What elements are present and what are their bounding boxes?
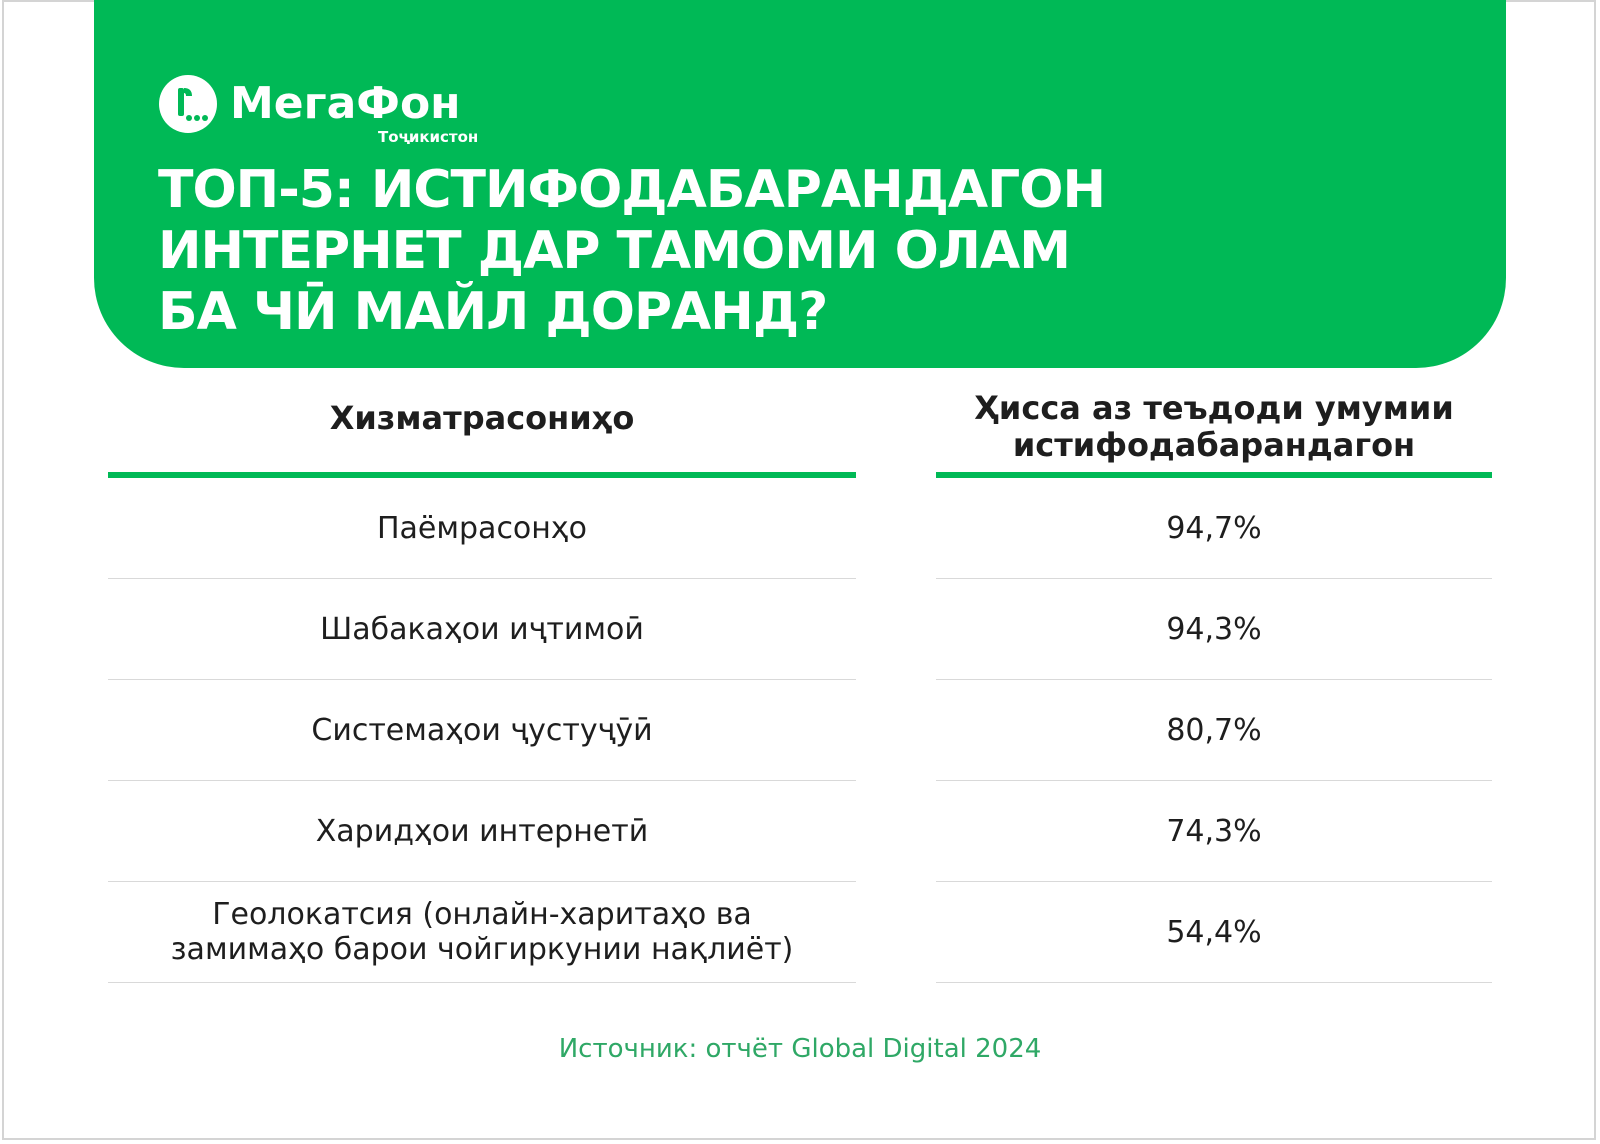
megafon-logo-icon	[159, 75, 217, 133]
page-title: ТОП-5: ИСТИФОДАБАРАНДАГОН ИНТЕРНЕТ ДАР Т…	[158, 160, 1458, 343]
title-line-1: ТОП-5: ИСТИФОДАБАРАНДАГОН	[158, 160, 1106, 220]
share-cell: 94,3%	[1166, 611, 1262, 647]
source-note: Источник: отчёт Global Digital 2024	[558, 1034, 1042, 1064]
service-cell: Харидҳои интернетӣ	[315, 813, 649, 849]
column-header-services: Хизматрасониҳо	[329, 399, 635, 437]
row-divider	[108, 578, 856, 579]
header-divider-right	[936, 472, 1492, 478]
title-line-2: ИНТЕРНЕТ ДАР ТАМОМИ ОЛАМ	[158, 221, 1071, 281]
row-divider	[936, 881, 1492, 882]
row-divider	[108, 982, 856, 983]
brand-name: МегаФон	[230, 78, 461, 129]
service-cell: Геолокатсия (онлайн-харитаҳо ва замимаҳо…	[170, 897, 794, 967]
share-cell: 54,4%	[1166, 914, 1262, 950]
table-row: Шабакаҳои иҷтимоӣ 94,3%	[0, 579, 1600, 680]
title-line-3: БА ЧӢ МАЙЛ ДОРАНД?	[158, 282, 828, 342]
row-divider	[108, 881, 856, 882]
row-divider	[936, 679, 1492, 680]
share-cell: 80,7%	[1166, 712, 1262, 748]
row-divider	[936, 578, 1492, 579]
brand-subtitle: Тоҷикистон	[378, 128, 479, 146]
megafon-logo: МегаФон Тоҷикистон	[158, 74, 478, 154]
row-divider	[108, 780, 856, 781]
share-cell: 94,7%	[1166, 510, 1262, 546]
row-divider	[936, 982, 1492, 983]
row-divider	[108, 679, 856, 680]
service-cell: Системаҳои ҷустуҷӯӣ	[311, 712, 653, 748]
table-row: Харидҳои интернетӣ 74,3%	[0, 781, 1600, 882]
row-divider	[936, 780, 1492, 781]
table-row: Геолокатсия (онлайн-харитаҳо ва замимаҳо…	[0, 882, 1600, 983]
column-header-share: Ҳисса аз теъдоди умумии истифодабарандаг…	[974, 389, 1454, 464]
service-cell: Паёмрасонҳо	[376, 510, 588, 546]
service-cell: Шабакаҳои иҷтимоӣ	[320, 611, 644, 647]
table-row: Паёмрасонҳо 94,7%	[0, 478, 1600, 579]
header-divider-left	[108, 472, 856, 478]
share-cell: 74,3%	[1166, 813, 1262, 849]
table-row: Системаҳои ҷустуҷӯӣ 80,7%	[0, 680, 1600, 781]
header-banner	[94, 0, 1506, 368]
